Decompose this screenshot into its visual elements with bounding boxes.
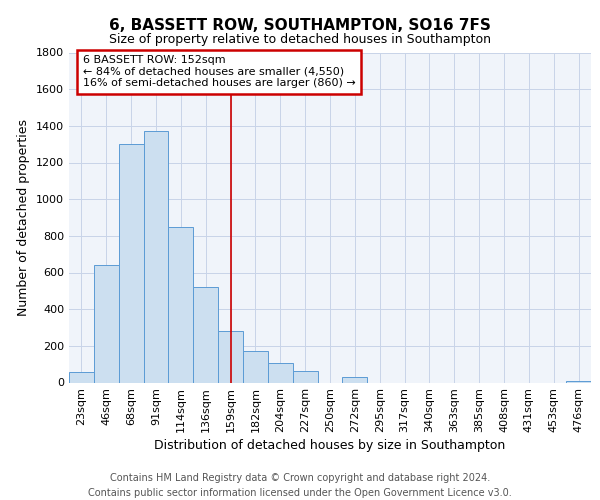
Bar <box>193 287 218 382</box>
Bar <box>218 331 243 382</box>
X-axis label: Distribution of detached houses by size in Southampton: Distribution of detached houses by size … <box>154 440 506 452</box>
Text: Contains HM Land Registry data © Crown copyright and database right 2024.
Contai: Contains HM Land Registry data © Crown c… <box>88 472 512 498</box>
Bar <box>243 352 268 382</box>
Bar <box>293 370 317 382</box>
Bar <box>268 363 293 382</box>
Text: Size of property relative to detached houses in Southampton: Size of property relative to detached ho… <box>109 32 491 46</box>
Text: 6, BASSETT ROW, SOUTHAMPTON, SO16 7FS: 6, BASSETT ROW, SOUTHAMPTON, SO16 7FS <box>109 18 491 32</box>
Bar <box>566 380 591 382</box>
Y-axis label: Number of detached properties: Number of detached properties <box>17 119 31 316</box>
Bar <box>169 226 193 382</box>
Text: 6 BASSETT ROW: 152sqm
← 84% of detached houses are smaller (4,550)
16% of semi-d: 6 BASSETT ROW: 152sqm ← 84% of detached … <box>83 55 355 88</box>
Bar <box>69 372 94 382</box>
Bar <box>143 132 169 382</box>
Bar <box>119 144 143 382</box>
Bar <box>94 265 119 382</box>
Bar <box>343 377 367 382</box>
